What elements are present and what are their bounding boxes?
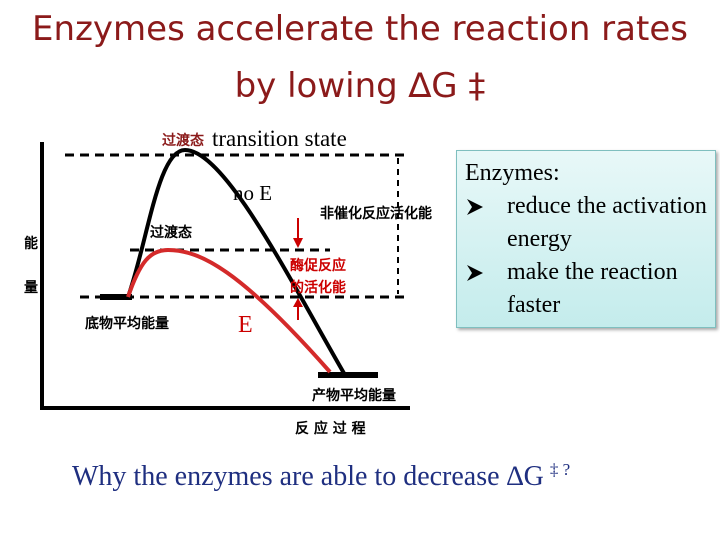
label: 酶促反应 — [290, 257, 346, 274]
axis-label: 能 — [24, 235, 38, 252]
uncatalyzed-curve — [126, 147, 347, 377]
bullet-text: reduce the activation energy — [507, 193, 707, 252]
title-line: by lowing ∆G ‡ — [235, 66, 486, 106]
label: 过渡态 — [150, 224, 192, 241]
box-heading: Enzymes: — [465, 160, 560, 186]
title-line: Enzymes accelerate the reaction rates — [32, 9, 688, 49]
label: 产物平均能量 — [312, 387, 396, 404]
label: transition state — [212, 126, 347, 151]
bullet-item: make the reaction faster — [465, 256, 709, 322]
bullet-text: make the reaction faster — [507, 259, 678, 318]
axis-label: 反 应 过 程 — [295, 420, 366, 437]
question-superscript: ‡ ? — [550, 460, 570, 479]
axis-label: 量 — [24, 280, 38, 296]
label: 过渡态 — [162, 132, 204, 149]
bullet-icon — [467, 265, 483, 281]
bullet-item: reduce the activation energy — [465, 190, 709, 256]
label: 的活化能 — [290, 279, 346, 296]
label: E — [238, 312, 253, 338]
bullet-icon — [467, 199, 483, 215]
label: 底物平均能量 — [85, 315, 169, 332]
label: no E — [233, 181, 272, 205]
label: 非催化反应活化能 — [320, 205, 432, 222]
question: Why the enzymes are able to decrease ∆G ‡… — [72, 460, 570, 492]
question-text: Why the enzymes are able to decrease ∆G — [72, 461, 544, 492]
info-box: Enzymes: reduce the activation energy ma… — [456, 150, 716, 328]
arrow-head — [293, 298, 303, 307]
catalyzed-curve — [126, 247, 332, 374]
arrow-head — [293, 238, 303, 248]
